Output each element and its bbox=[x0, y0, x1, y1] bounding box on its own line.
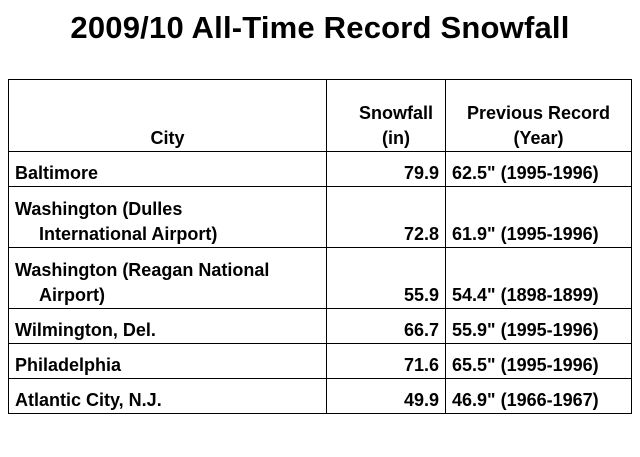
city-cell: Philadelphia bbox=[8, 343, 327, 379]
city-cell: Atlantic City, N.J. bbox=[8, 378, 327, 414]
column-header-snowfall: Snowfall (in) bbox=[326, 79, 446, 152]
column-header-city-label: City bbox=[150, 128, 185, 148]
table-row: Philadelphia 71.6 65.5" (1995-1996) bbox=[8, 343, 632, 379]
city-name: Baltimore bbox=[15, 163, 99, 183]
snowfall-cell: 55.9 bbox=[326, 247, 446, 309]
city-cell: Wilmington, Del. bbox=[8, 308, 327, 344]
snowfall-cell: 66.7 bbox=[326, 308, 446, 344]
table-row: Atlantic City, N.J. 49.9 46.9" (1966-196… bbox=[8, 378, 632, 414]
previous-record-cell: 46.9" (1966-1967) bbox=[445, 378, 632, 414]
city-name: Philadelphia bbox=[15, 355, 122, 375]
city-cell: Washington (Reagan National Airport) bbox=[8, 247, 327, 309]
city-name-continued: Airport) bbox=[39, 285, 105, 305]
table-row: Wilmington, Del. 66.7 55.9" (1995-1996) bbox=[8, 308, 632, 344]
table-row: Baltimore 79.9 62.5" (1995-1996) bbox=[8, 151, 632, 187]
table-row: Washington (Dulles International Airport… bbox=[8, 186, 632, 248]
city-cell: Washington (Dulles International Airport… bbox=[8, 186, 327, 248]
previous-record-cell: 54.4" (1898-1899) bbox=[445, 247, 632, 309]
snowfall-cell: 79.9 bbox=[326, 151, 446, 187]
page-title: 2009/10 All-Time Record Snowfall bbox=[70, 10, 570, 45]
table-row: Washington (Reagan National Airport) 55.… bbox=[8, 247, 632, 309]
previous-record-cell: 65.5" (1995-1996) bbox=[445, 343, 632, 379]
snowfall-cell: 71.6 bbox=[326, 343, 446, 379]
city-name: Atlantic City, N.J. bbox=[15, 390, 162, 410]
column-header-previous-record: Previous Record (Year) bbox=[445, 79, 632, 152]
snowfall-records-table: City Snowfall (in) Previous Record (Year… bbox=[8, 79, 632, 414]
city-name: Washington (Reagan National bbox=[15, 260, 270, 280]
column-header-snowfall-line1: Snowfall bbox=[358, 103, 433, 123]
city-name: Washington (Dulles bbox=[15, 199, 183, 219]
column-header-city: City bbox=[8, 79, 327, 152]
city-name-continued: International Airport) bbox=[39, 224, 218, 244]
snowfall-cell: 49.9 bbox=[326, 378, 446, 414]
city-name: Wilmington, Del. bbox=[15, 320, 156, 340]
city-cell: Baltimore bbox=[8, 151, 327, 187]
column-header-snowfall-line2: (in) bbox=[382, 128, 410, 148]
column-header-previous-line2: (Year) bbox=[513, 128, 564, 148]
column-header-previous-line1: Previous Record bbox=[466, 103, 611, 123]
snowfall-cell: 72.8 bbox=[326, 186, 446, 248]
previous-record-cell: 62.5" (1995-1996) bbox=[445, 151, 632, 187]
previous-record-cell: 61.9" (1995-1996) bbox=[445, 186, 632, 248]
table-header-row: City Snowfall (in) Previous Record (Year… bbox=[8, 79, 632, 152]
previous-record-cell: 55.9" (1995-1996) bbox=[445, 308, 632, 344]
